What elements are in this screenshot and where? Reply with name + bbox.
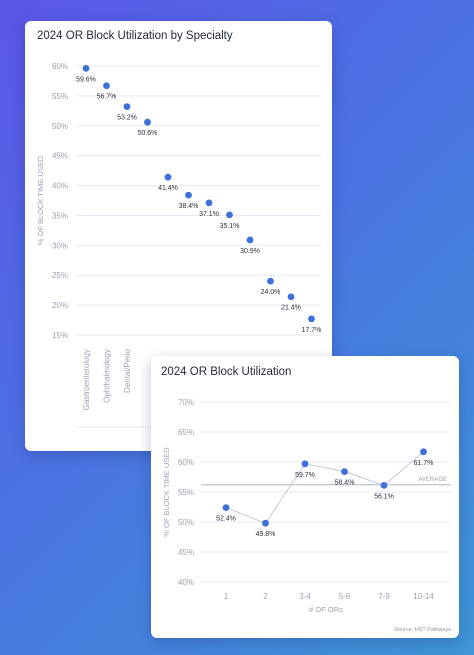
y-tick-label: 35%: [52, 211, 68, 220]
x-tick-label: 7-9: [378, 592, 390, 601]
data-label: 56.1%: [374, 493, 394, 500]
data-point: [164, 173, 172, 181]
y-tick-label: 15%: [52, 331, 68, 340]
y-tick-label: 65%: [178, 428, 194, 437]
data-label: 35.1%: [220, 223, 240, 230]
data-point: [380, 482, 388, 489]
y-tick-label: 45%: [52, 152, 68, 161]
y-tick-label: 60%: [52, 62, 68, 71]
y-tick-label: 60%: [178, 458, 194, 467]
x-tick-label: Dental/Perio: [123, 348, 132, 393]
y-axis-label: % OF BLOCK TIME USED: [162, 447, 171, 537]
y-tick-label: 20%: [52, 301, 68, 310]
data-point: [341, 468, 348, 475]
data-label: 53.2%: [117, 115, 137, 122]
data-point: [222, 504, 230, 511]
chart-title: 2024 OR Block Utilization by Specialty: [37, 30, 233, 42]
data-point: [144, 118, 151, 126]
y-tick-label: 55%: [52, 92, 68, 101]
y-tick-label: 50%: [52, 122, 68, 131]
data-point: [420, 448, 427, 456]
or-count-chart-card: 2024 OR Block Utilization 70% 65% 60% 55% 50…: [151, 356, 459, 638]
data-point: [103, 82, 110, 90]
average-label: AVERAGE: [418, 477, 447, 483]
data-point: [205, 199, 213, 207]
y-tick-label: 50%: [178, 518, 194, 527]
chart-title: 2024 OR Block Utilization: [161, 366, 292, 378]
data-point: [246, 236, 254, 244]
x-axis-label: # OF ORs: [309, 605, 343, 614]
data-label: 41.4%: [158, 185, 178, 192]
data-label: 58.4%: [335, 480, 355, 487]
data-point: [267, 277, 274, 285]
data-point: [301, 460, 309, 468]
y-tick-label: 40%: [178, 578, 194, 587]
x-tick-label: 5-6: [339, 592, 351, 601]
or-count-chart: 70% 65% 60% 55% 50% 45% 40% AVERAGE % OF BLOCK T…: [162, 398, 451, 614]
y-tick-label: 30%: [52, 241, 68, 250]
x-tick-label: 10-14: [413, 592, 434, 601]
data-label: 24.0%: [261, 289, 281, 296]
data-label: 30.9%: [240, 248, 260, 255]
data-label: 38.4%: [179, 203, 199, 210]
x-tick-label: Ophthalmology: [103, 349, 112, 403]
y-tick-label: 55%: [178, 488, 194, 497]
data-label: 61.7%: [414, 460, 434, 467]
source-note: Source: HST Pathways: [394, 627, 451, 633]
data-label: 59.7%: [295, 472, 315, 479]
x-tick-label: Gastroenterology: [82, 349, 91, 410]
data-point: [82, 64, 90, 72]
series-line: [225, 451, 424, 524]
x-tick-label: 2: [263, 592, 268, 601]
data-point: [262, 519, 269, 527]
data-label: 59.6%: [76, 76, 96, 83]
data-label: 49.8%: [256, 531, 276, 538]
data-label: 37.1%: [199, 211, 219, 218]
y-tick-label: 25%: [52, 271, 68, 280]
data-label: 56.7%: [97, 94, 117, 101]
data-label: 21.4%: [281, 305, 301, 312]
data-point: [287, 293, 295, 301]
y-axis-label: % OF BLOCK TIME USED: [36, 155, 45, 245]
data-label: 17.7%: [302, 327, 322, 334]
x-tick-label: 1: [224, 592, 229, 601]
data-point: [123, 103, 131, 111]
y-tick-label: 70%: [178, 398, 194, 407]
data-point: [226, 211, 233, 219]
y-tick-label: 40%: [52, 182, 68, 191]
data-label: 50.6%: [138, 130, 158, 137]
data-label: 52.4%: [216, 516, 236, 523]
data-point: [185, 191, 192, 199]
data-point: [308, 315, 315, 323]
y-tick-label: 45%: [178, 548, 194, 557]
specialty-chart: 60% 55% 50% 45% 40% 35% 30% 25% 20% 15% % OF BLOCK…: [36, 62, 322, 428]
x-tick-label: 3-4: [299, 592, 311, 601]
